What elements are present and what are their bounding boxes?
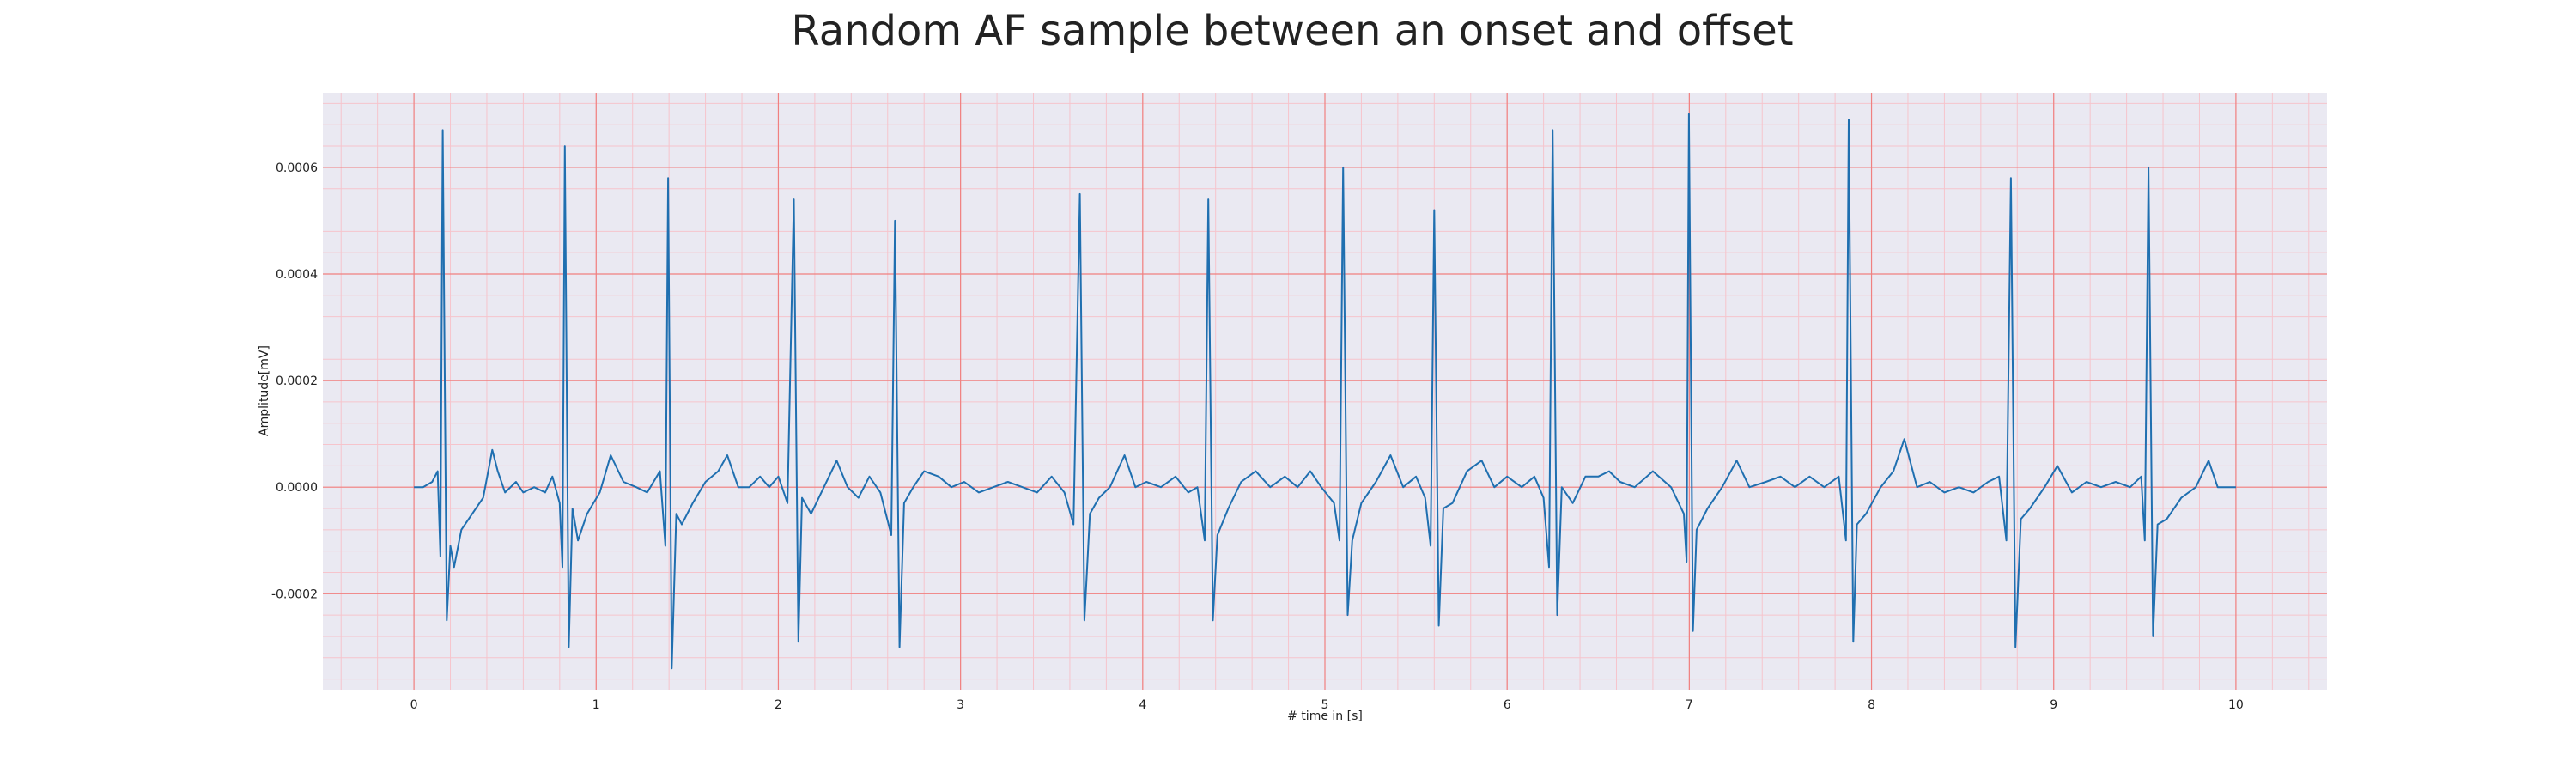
- y-tick-label: 0.0004: [276, 268, 318, 282]
- x-tick-label: 6: [1504, 698, 1511, 712]
- x-tick-label: 1: [592, 698, 600, 712]
- x-tick-label: 0: [410, 698, 418, 712]
- x-tick-label: 3: [957, 698, 964, 712]
- x-tick-label: 10: [2228, 698, 2244, 712]
- x-tick-label: 9: [2050, 698, 2057, 712]
- x-axis-ticks: 0 1 2 3 4 5 6 7 8 9 10: [410, 698, 2244, 712]
- x-tick-label: 8: [1868, 698, 1875, 712]
- y-tick-label: 0.0000: [276, 481, 318, 495]
- y-axis-label: Amplitude[mV]: [258, 345, 271, 436]
- x-tick-label: 4: [1139, 698, 1146, 712]
- y-tick-label: 0.0002: [276, 374, 318, 388]
- x-axis-label: # time in [s]: [1287, 709, 1363, 723]
- series-line: [414, 113, 2236, 670]
- y-tick-label: -0.0002: [271, 587, 318, 601]
- x-tick-label: 2: [775, 698, 782, 712]
- chart-title: Random AF sample between an onset and of…: [791, 7, 1793, 55]
- x-tick-label: 7: [1686, 698, 1693, 712]
- y-tick-label: 0.0006: [276, 161, 318, 175]
- major-grid: [323, 93, 2327, 690]
- x-tick-label: 5: [1321, 698, 1329, 712]
- y-axis-ticks: -0.0002 0.0000 0.0002 0.0004 0.0006: [271, 161, 318, 601]
